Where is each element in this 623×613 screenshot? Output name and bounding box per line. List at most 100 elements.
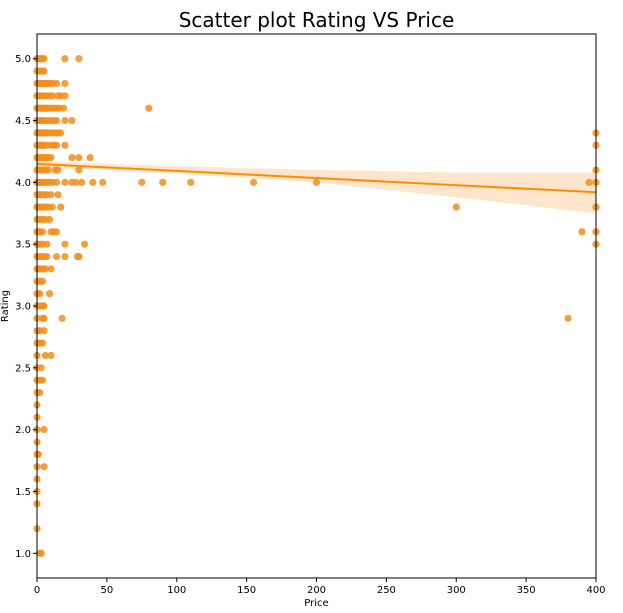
data-point bbox=[61, 55, 69, 63]
data-point bbox=[312, 178, 321, 186]
data-point bbox=[37, 364, 45, 372]
data-point bbox=[38, 376, 47, 384]
data-point bbox=[72, 178, 80, 186]
data-point bbox=[40, 327, 48, 335]
data-point bbox=[52, 178, 61, 186]
data-point bbox=[48, 92, 56, 100]
data-point bbox=[68, 154, 76, 162]
regression-line bbox=[36, 162, 597, 194]
data-point bbox=[36, 388, 44, 397]
data-point bbox=[40, 302, 48, 310]
plot-frame bbox=[36, 33, 597, 579]
data-point bbox=[585, 178, 593, 186]
data-point bbox=[40, 426, 48, 434]
data-point bbox=[44, 166, 52, 174]
confidence-band bbox=[37, 161, 596, 214]
data-point bbox=[145, 104, 153, 112]
chart-title: Scatter plot Rating VS Price bbox=[178, 8, 455, 32]
data-point bbox=[61, 116, 69, 125]
data-point bbox=[52, 116, 61, 125]
y-tick-label: 4.0 bbox=[15, 178, 31, 189]
data-point bbox=[47, 351, 55, 360]
data-point bbox=[40, 55, 48, 63]
x-tick-label: 400 bbox=[586, 585, 605, 596]
data-point bbox=[99, 178, 107, 186]
data-point bbox=[578, 228, 586, 236]
x-tick-label: 50 bbox=[101, 585, 114, 596]
data-point bbox=[43, 252, 51, 261]
y-axis-ticks: 1.0 1.5 2.0 2.5 3.0 3.5 4.0 4.5 5.0 bbox=[15, 54, 37, 560]
data-point bbox=[54, 166, 62, 174]
data-point bbox=[52, 79, 61, 88]
data-point bbox=[41, 265, 49, 273]
x-tick-label: 200 bbox=[307, 585, 326, 596]
data-point bbox=[138, 178, 146, 186]
y-tick-label: 1.5 bbox=[15, 487, 31, 498]
x-tick-label: 0 bbox=[34, 585, 40, 596]
data-point bbox=[38, 228, 47, 236]
data-point bbox=[52, 141, 61, 149]
data-point bbox=[58, 314, 66, 322]
data-point bbox=[75, 252, 83, 261]
data-point bbox=[47, 265, 55, 273]
data-point bbox=[250, 178, 258, 186]
data-point bbox=[52, 252, 61, 261]
data-point bbox=[52, 228, 61, 236]
data-point bbox=[40, 463, 48, 471]
regression-line-layer bbox=[36, 162, 597, 194]
data-point bbox=[38, 339, 47, 347]
data-point bbox=[54, 191, 62, 199]
x-tick-label: 250 bbox=[377, 585, 396, 596]
x-tick-label: 350 bbox=[517, 585, 536, 596]
data-point bbox=[564, 314, 572, 322]
data-point bbox=[452, 203, 460, 211]
points-layer bbox=[33, 55, 600, 557]
data-point bbox=[57, 129, 65, 137]
x-axis-ticks: 0 50 100 150 200 250 300 350 400 bbox=[34, 578, 606, 596]
data-point bbox=[61, 92, 69, 100]
data-point bbox=[37, 549, 45, 557]
y-tick-label: 2.0 bbox=[15, 425, 31, 436]
data-point bbox=[40, 67, 48, 75]
data-point bbox=[89, 178, 97, 186]
y-tick-label: 4.5 bbox=[15, 116, 31, 127]
y-tick-label: 2.5 bbox=[15, 363, 31, 374]
data-point bbox=[68, 116, 76, 125]
data-point bbox=[43, 240, 51, 248]
data-point bbox=[75, 154, 83, 162]
data-point bbox=[36, 290, 44, 298]
data-point bbox=[47, 191, 55, 199]
data-point bbox=[61, 240, 69, 248]
data-point bbox=[75, 166, 83, 174]
data-point bbox=[61, 141, 69, 149]
data-point bbox=[41, 351, 49, 360]
data-point bbox=[59, 104, 68, 112]
y-tick-label: 1.0 bbox=[15, 549, 31, 560]
data-point bbox=[61, 79, 69, 88]
y-tick-label: 3.0 bbox=[15, 302, 31, 313]
data-point bbox=[47, 154, 55, 162]
data-point bbox=[159, 178, 167, 186]
data-point bbox=[38, 277, 47, 285]
x-tick-label: 150 bbox=[237, 585, 256, 596]
x-tick-label: 100 bbox=[167, 585, 186, 596]
y-tick-label: 3.5 bbox=[15, 240, 31, 251]
x-tick-label: 300 bbox=[447, 585, 466, 596]
data-point bbox=[86, 154, 94, 162]
data-point bbox=[75, 55, 83, 63]
data-point bbox=[45, 215, 54, 224]
data-point bbox=[40, 314, 48, 322]
data-point bbox=[61, 178, 69, 186]
confidence-band-layer bbox=[37, 161, 596, 214]
y-axis-label: Rating bbox=[0, 290, 11, 322]
data-point bbox=[80, 240, 89, 248]
data-point bbox=[34, 450, 42, 458]
data-point bbox=[61, 252, 69, 261]
data-point bbox=[57, 203, 65, 211]
data-point bbox=[187, 178, 195, 186]
data-point bbox=[48, 203, 56, 211]
y-tick-label: 5.0 bbox=[15, 54, 31, 65]
data-point bbox=[45, 290, 54, 298]
x-axis-label: Price bbox=[304, 598, 328, 609]
